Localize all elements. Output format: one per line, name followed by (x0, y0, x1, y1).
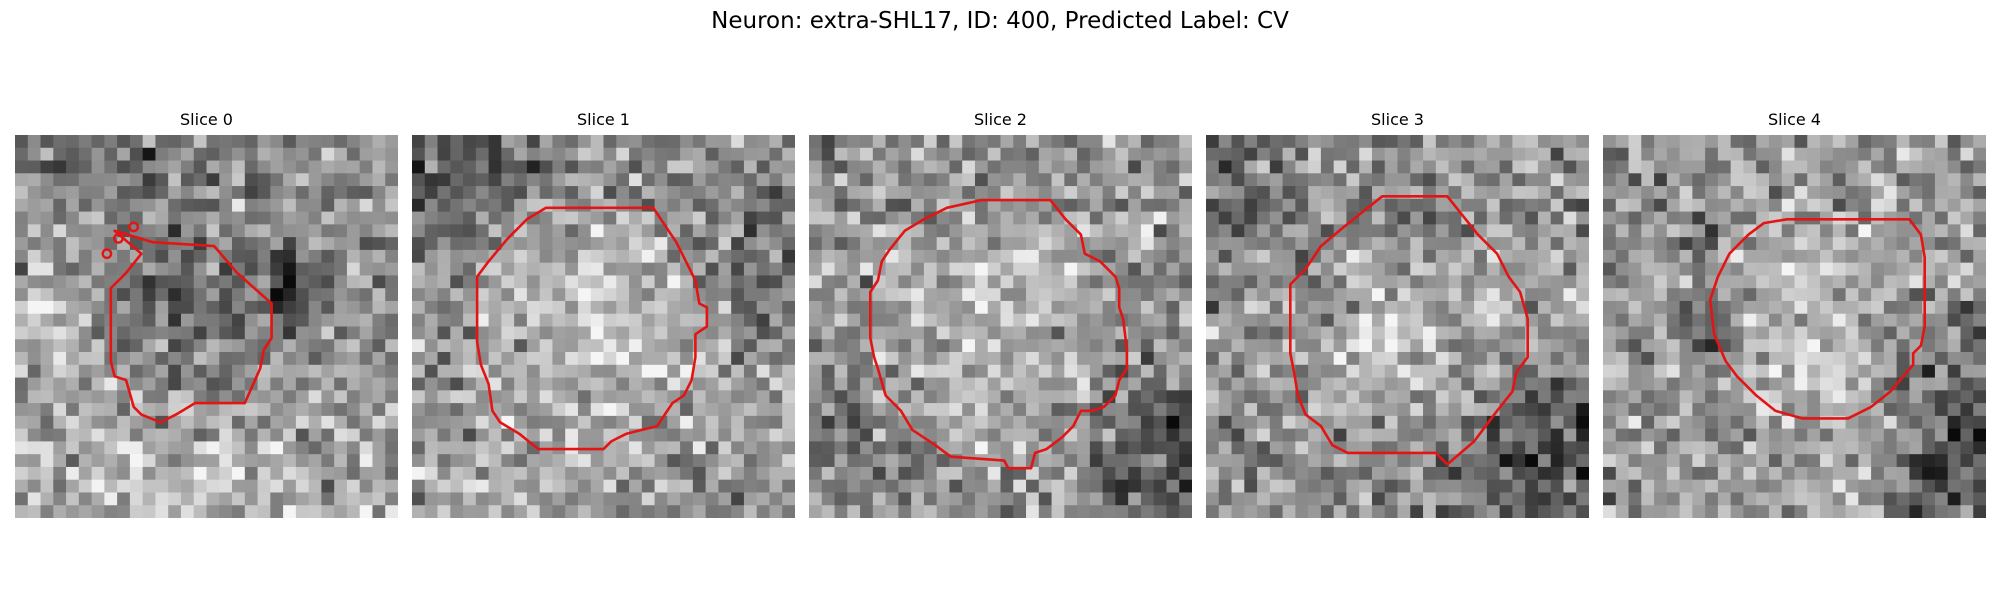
slice-image (15, 135, 398, 518)
contour-marker (128, 221, 140, 233)
slice-image (1603, 135, 1986, 518)
segmentation-contour (1289, 194, 1530, 466)
segmentation-contour (475, 206, 709, 451)
slice-title: Slice 1 (577, 110, 630, 129)
slice-title: Slice 4 (1768, 110, 1821, 129)
slice-title: Slice 2 (974, 110, 1027, 129)
figure-title: Neuron: extra-SHL17, ID: 400, Predicted … (711, 8, 1289, 34)
segmentation-contour (868, 198, 1129, 470)
slice-image (1206, 135, 1589, 518)
contour-marker (113, 233, 124, 244)
slice-image (412, 135, 795, 518)
segmentation-contour (109, 229, 273, 424)
segmentation-contour (1708, 218, 1927, 420)
contour-marker (101, 248, 113, 260)
slice-title: Slice 3 (1371, 110, 1424, 129)
slice-title: Slice 0 (180, 110, 233, 129)
slice-image (809, 135, 1192, 518)
